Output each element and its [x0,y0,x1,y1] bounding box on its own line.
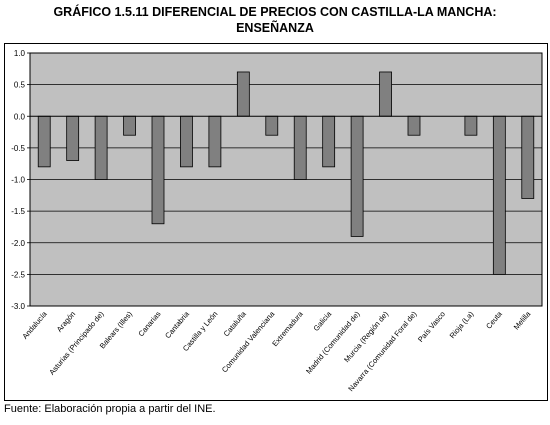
chart-title: GRÁFICO 1.5.11 DIFERENCIAL DE PRECIOS CO… [0,4,550,36]
y-tick-label: -1.0 [11,176,25,185]
x-tick-label: Aragón [55,310,77,334]
gridlines [30,84,542,275]
x-tick-label: Galicia [312,309,334,333]
y-tick-label: -2.0 [11,239,25,248]
bar [464,115,478,136]
x-tick-label: Canarias [136,309,162,338]
x-tick-label: Ceuta [484,309,504,331]
bar [350,115,364,237]
bar [94,115,108,180]
bar [379,71,392,117]
bar [407,115,421,136]
x-tick-label: Cantabria [163,309,191,340]
bar [265,115,279,136]
x-tick-label: Melilla [512,309,533,332]
bar [322,115,336,168]
bars [37,71,535,275]
x-tick-label: País Vasco [416,310,447,344]
x-tick-label: Rioja (La) [448,309,476,340]
y-tick-label: 1.0 [14,49,26,58]
x-tick-label: Cataluña [222,309,249,338]
bar [492,115,506,275]
bar [66,115,80,161]
bar [180,115,193,168]
y-tick-label: -3.0 [11,302,25,311]
bar [123,115,136,136]
x-tick-label: Madrid (Comunidad de) [304,309,362,376]
y-tick-label: -2.5 [11,270,25,279]
bar [521,115,535,199]
chart-title-line1: GRÁFICO 1.5.11 DIFERENCIAL DE PRECIOS CO… [53,5,497,19]
chart-title-line2: ENSEÑANZA [236,21,314,35]
x-tick-label: Andalucía [20,309,49,341]
x-tick-label: Asturias (Principado de) [47,309,106,376]
bar [293,115,307,180]
bar [151,115,165,225]
y-tick-label: -0.5 [11,144,25,153]
y-tick-label: 0.5 [14,81,26,90]
source-note: Fuente: Elaboración propia a partir del … [4,403,216,415]
y-axis-ticks: 1.0 0.5 0.0 -0.5 -1.0 -1.5 -2.0 -2.5 -3.0 [11,49,30,311]
bar [208,115,222,168]
bar [37,115,51,168]
y-tick-label: -1.5 [11,207,25,216]
y-tick-label: 0.0 [14,112,26,121]
x-tick-label: Comunidad Valenciana [220,309,277,374]
bar [236,71,250,117]
